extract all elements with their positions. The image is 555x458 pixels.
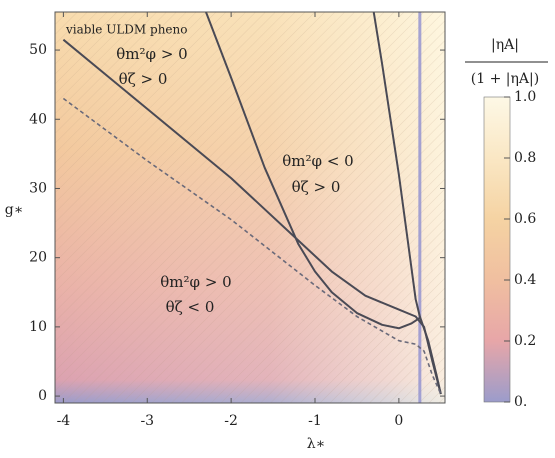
colorbar-tick-label: 0. <box>514 394 527 410</box>
contour-line <box>62 97 442 395</box>
annotation: θm²φ < 0 <box>282 152 353 170</box>
colorbar-tick-label: 1.0 <box>514 89 536 105</box>
colorbar-title: |ηA| <box>491 37 519 53</box>
annotation: θm²φ > 0 <box>160 273 231 291</box>
y-tick-label: 10 <box>29 319 47 335</box>
colorbar-tick-label: 0.4 <box>514 272 536 288</box>
y-tick-label: 50 <box>29 42 47 58</box>
y-tick-label: 40 <box>29 111 47 127</box>
x-tick-label: -3 <box>140 413 154 429</box>
contour-line <box>372 12 442 395</box>
annotation: θζ > 0 <box>119 70 168 88</box>
colorbar-tick-label: 0.6 <box>514 211 536 227</box>
plot-background <box>55 12 445 403</box>
plot-frame <box>54 11 446 404</box>
plot-area <box>62 12 442 403</box>
x-tick-label: -2 <box>224 413 238 429</box>
y-tick-label: 0 <box>38 388 47 404</box>
colorbar-tick-label: 0.8 <box>514 150 536 166</box>
annotation: θζ > 0 <box>292 178 341 196</box>
y-tick-label: 20 <box>29 250 47 266</box>
annotation: θζ < 0 <box>166 298 215 316</box>
colorbar <box>483 96 511 403</box>
x-axis-label: λ∗ <box>307 436 325 452</box>
x-tick-label: 0 <box>394 413 403 429</box>
colorbar-tick-label: 0.2 <box>514 333 536 349</box>
annotation: θm²φ > 0 <box>116 45 187 63</box>
x-tick-label: -1 <box>308 413 322 429</box>
colorbar-title: (1 + |ηA|) <box>471 71 539 87</box>
annotation: viable ULDM pheno <box>65 23 187 37</box>
y-tick-label: 30 <box>29 180 47 196</box>
x-tick-label: -4 <box>57 413 71 429</box>
y-axis-label: g∗ <box>5 202 23 218</box>
contour-line <box>205 12 421 330</box>
